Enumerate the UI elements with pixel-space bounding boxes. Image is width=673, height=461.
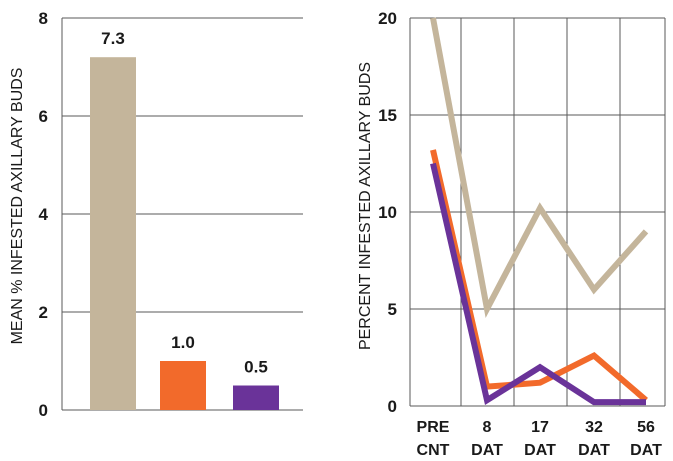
bar-chart-y-tick-label: 6 bbox=[39, 107, 48, 126]
bar-chart-y-tick-label: 4 bbox=[39, 205, 49, 224]
bar-chart-y-axis-label: MEAN % INFESTED AXILLARY BUDS bbox=[9, 68, 26, 345]
bar-chart: 0 2 4 6 8 7.3 1.0 0.5 MEAN % INFESTED AXILLARY… bbox=[9, 9, 303, 420]
bar-chart-y-tick-label: 2 bbox=[39, 303, 48, 322]
bar bbox=[160, 361, 206, 410]
bar-data-label: 7.3 bbox=[101, 29, 125, 48]
bar-chart-data-labels: 7.3 1.0 0.5 bbox=[101, 29, 268, 376]
line-series bbox=[430, 162, 646, 406]
line-chart-x-tick-label-top: 56 bbox=[637, 419, 655, 436]
line-series bbox=[430, 17, 649, 319]
line-chart-y-ticks: 0 5 10 15 20 bbox=[378, 9, 397, 416]
line-chart-x-tick-label-bottom: DAT bbox=[578, 442, 610, 459]
bar bbox=[90, 57, 136, 410]
line-chart-gridlines bbox=[409, 17, 666, 407]
line-chart-x-tick-label-top: 8 bbox=[483, 419, 492, 436]
line-chart-x-tick-label-top: 17 bbox=[531, 419, 549, 436]
line-chart: 0 5 10 15 20 PRE CNT 8 DAT 17 DAT 32 DAT 56 DAT PERCE… bbox=[357, 9, 666, 459]
bar-chart-y-tick-label: 0 bbox=[39, 401, 48, 420]
line-chart-y-tick-label: 5 bbox=[388, 300, 397, 319]
line-chart-x-tick-label-bottom: DAT bbox=[524, 442, 556, 459]
line-chart-y-axis-label: PERCENT INFESTED AXILLARY BUDS bbox=[357, 62, 374, 350]
bar-data-label: 0.5 bbox=[244, 358, 268, 377]
line-chart-y-tick-label: 0 bbox=[388, 397, 397, 416]
bar-data-label: 1.0 bbox=[171, 333, 195, 352]
line-chart-x-ticks: PRE CNT 8 DAT 17 DAT 32 DAT 56 DAT bbox=[417, 419, 663, 459]
bar bbox=[233, 385, 279, 410]
bar-chart-y-tick-label: 8 bbox=[39, 9, 48, 28]
line-chart-x-tick-label-top: 32 bbox=[585, 419, 603, 436]
line-chart-x-tick-label-bottom: DAT bbox=[471, 442, 503, 459]
line-chart-y-tick-label: 15 bbox=[378, 106, 397, 125]
line-series bbox=[430, 149, 648, 403]
line-chart-y-tick-label: 10 bbox=[378, 203, 397, 222]
line-chart-series bbox=[430, 17, 649, 406]
line-chart-x-tick-label-bottom: DAT bbox=[630, 442, 662, 459]
line-chart-x-tick-label-top: PRE bbox=[417, 419, 450, 436]
bar-chart-bars bbox=[90, 57, 279, 410]
line-chart-y-tick-label: 20 bbox=[378, 9, 397, 28]
bar-chart-y-ticks: 0 2 4 6 8 bbox=[39, 9, 49, 420]
line-chart-x-tick-label-bottom: CNT bbox=[417, 442, 450, 459]
